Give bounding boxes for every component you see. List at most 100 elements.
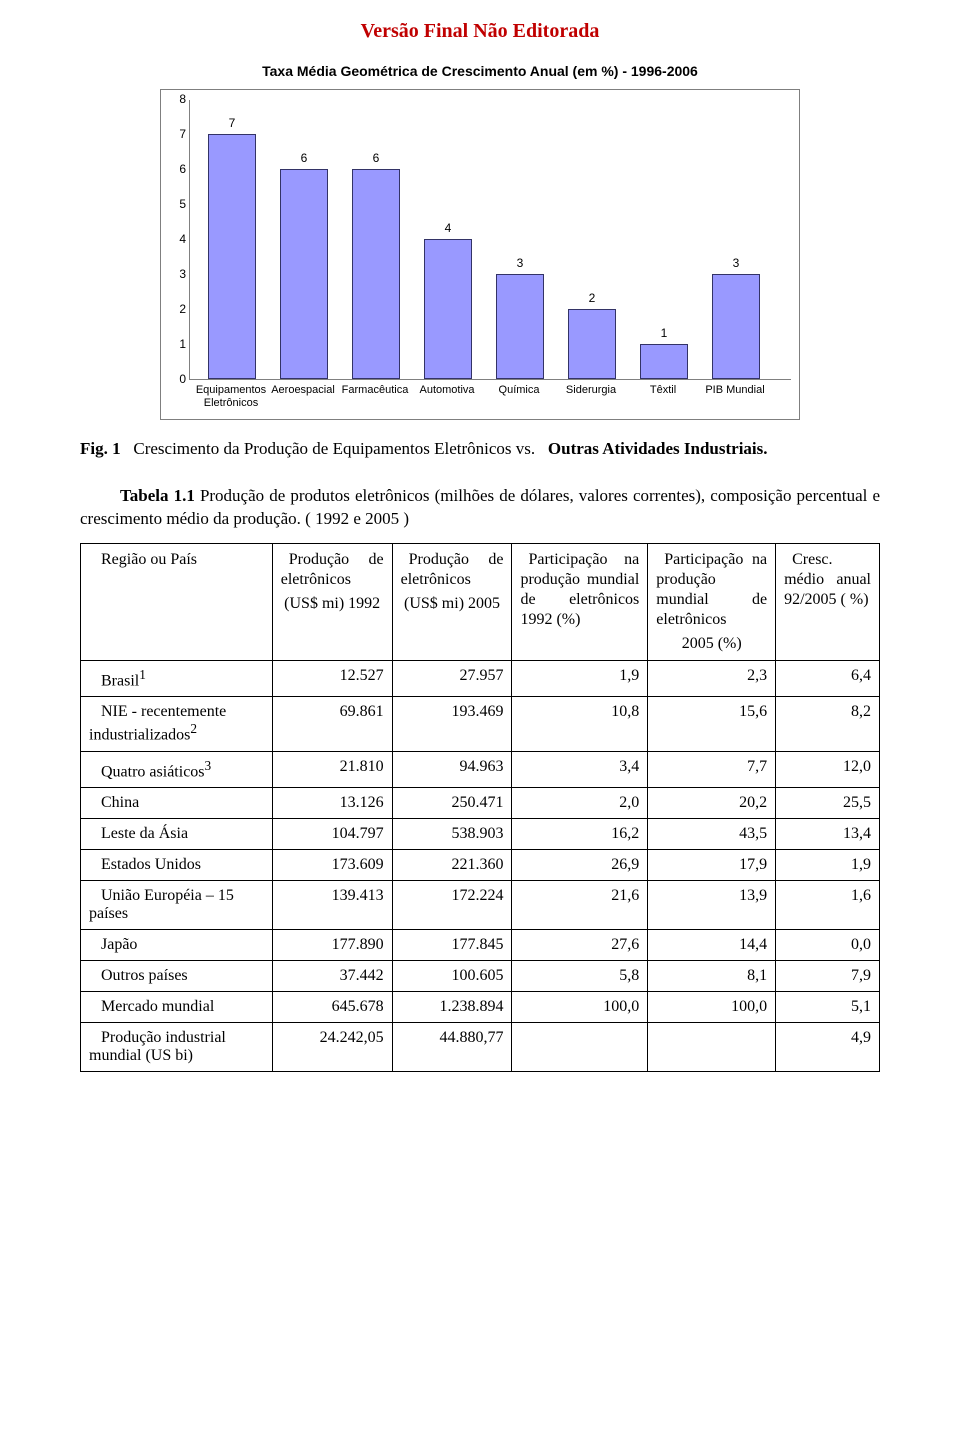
figure-caption-text: Fig. 1 Crescimento da Produção de Equipa…	[80, 439, 768, 458]
table-column-header: Cresc. médio anual 92/2005 ( %)	[776, 544, 880, 661]
chart-ytick: 2	[172, 302, 186, 316]
chart-x-axis: EquipamentosEletrônicosAeroespacialFarma…	[189, 384, 791, 409]
table-cell	[512, 1023, 648, 1072]
table-cell-region: Outros países	[81, 961, 273, 992]
chart-xtick-label: Aeroespacial	[267, 384, 339, 409]
table-cell: 27,6	[512, 930, 648, 961]
chart-bar-group: 4	[424, 221, 472, 379]
chart-bar	[568, 309, 616, 379]
table-body: Brasil112.52727.9571,92,36,4 NIE - recen…	[81, 661, 880, 1072]
table-cell: 104.797	[272, 819, 392, 850]
table-cell: 538.903	[392, 819, 512, 850]
table-column-header: Participação na produção mundial de elet…	[512, 544, 648, 661]
table-cell: 100,0	[648, 992, 776, 1023]
table-cell: 139.413	[272, 881, 392, 930]
chart-bar-group: 3	[712, 256, 760, 379]
table-cell: 15,6	[648, 697, 776, 751]
table-cell: 177.845	[392, 930, 512, 961]
figure-caption: Fig. 1 Crescimento da Produção de Equipa…	[80, 438, 880, 461]
page: Versão Final Não Editorada Taxa Média Ge…	[0, 0, 960, 1112]
chart-xtick-label: EquipamentosEletrônicos	[195, 384, 267, 409]
table-cell: 17,9	[648, 850, 776, 881]
table-cell: 12.527	[272, 661, 392, 697]
table-caption-text: Produção de produtos eletrônicos (milhõe…	[80, 486, 880, 528]
chart-bar-value-label: 2	[589, 291, 596, 305]
chart-ytick: 5	[172, 197, 186, 211]
table-row: Estados Unidos173.609221.36026,917,91,9	[81, 850, 880, 881]
chart-bar-value-label: 3	[517, 256, 524, 270]
data-table: Região ou País Produção de eletrônicos(US…	[80, 543, 880, 1072]
table-cell-region: Japão	[81, 930, 273, 961]
chart-bar-value-label: 1	[661, 326, 668, 340]
table-cell: 7,7	[648, 751, 776, 787]
table-cell: 1,9	[512, 661, 648, 697]
table-cell: 0,0	[776, 930, 880, 961]
table-cell: 21,6	[512, 881, 648, 930]
table-row: Quatro asiáticos321.81094.9633,47,712,0	[81, 751, 880, 787]
table-cell: 1,9	[776, 850, 880, 881]
table-row: Mercado mundial645.6781.238.894100,0100,…	[81, 992, 880, 1023]
table-cell: 14,4	[648, 930, 776, 961]
table-cell-region: União Européia – 15 países	[81, 881, 273, 930]
table-cell: 177.890	[272, 930, 392, 961]
table-cell	[648, 1023, 776, 1072]
table-cell: 221.360	[392, 850, 512, 881]
table-cell: 5,8	[512, 961, 648, 992]
chart-ytick: 8	[172, 92, 186, 106]
chart-bar-value-label: 3	[733, 256, 740, 270]
table-cell-region: NIE - recentemente industrializados2	[81, 697, 273, 751]
chart-ytick: 0	[172, 372, 186, 386]
chart-ytick: 7	[172, 127, 186, 141]
figure-text-b: Outras Atividades Industriais.	[548, 439, 768, 458]
chart-xtick-label: Farmacêutica	[339, 384, 411, 409]
chart-xtick-label: Química	[483, 384, 555, 409]
chart-xtick-label: Siderurgia	[555, 384, 627, 409]
table-cell: 44.880,77	[392, 1023, 512, 1072]
table-cell: 1,6	[776, 881, 880, 930]
figure-label: Fig. 1	[80, 439, 121, 458]
page-header: Versão Final Não Editorada	[80, 20, 880, 43]
table-cell: 5,1	[776, 992, 880, 1023]
table-cell: 94.963	[392, 751, 512, 787]
table-cell: 16,2	[512, 819, 648, 850]
table-cell: 12,0	[776, 751, 880, 787]
table-caption: Tabela 1.1 Produção de produtos eletrôni…	[80, 485, 880, 531]
chart-title: Taxa Média Geométrica de Crescimento Anu…	[80, 63, 880, 79]
chart-bar	[712, 274, 760, 379]
chart-plot: 01234567876643213	[189, 100, 791, 380]
chart-bar-value-label: 4	[445, 221, 452, 235]
chart-bar	[208, 134, 256, 379]
table-cell: 3,4	[512, 751, 648, 787]
table-cell: 20,2	[648, 788, 776, 819]
table-cell: 13,9	[648, 881, 776, 930]
chart-bar-value-label: 7	[229, 116, 236, 130]
table-cell: 172.224	[392, 881, 512, 930]
table-row: Produção industrial mundial (US bi)24.24…	[81, 1023, 880, 1072]
chart-bar-value-label: 6	[373, 151, 380, 165]
table-cell-region: Quatro asiáticos3	[81, 751, 273, 787]
chart-bar-group: 3	[496, 256, 544, 379]
table-caption-label: Tabela 1.1	[120, 486, 195, 505]
chart-bar-group: 2	[568, 291, 616, 379]
chart-ytick: 4	[172, 232, 186, 246]
table-row: China13.126250.4712,020,225,5	[81, 788, 880, 819]
table-cell: 173.609	[272, 850, 392, 881]
chart-ytick: 1	[172, 337, 186, 351]
table-column-header: Região ou País	[81, 544, 273, 661]
chart-bar	[352, 169, 400, 379]
table-row: União Européia – 15 países139.413172.224…	[81, 881, 880, 930]
chart-bar-group: 1	[640, 326, 688, 379]
chart-bar	[496, 274, 544, 379]
chart-bar-group: 6	[280, 151, 328, 379]
chart-bar-value-label: 6	[301, 151, 308, 165]
table-column-header: Produção de eletrônicos(US$ mi) 2005	[392, 544, 512, 661]
table-cell: 69.861	[272, 697, 392, 751]
chart-xtick-label: Automotiva	[411, 384, 483, 409]
table-row: NIE - recentemente industrializados269.8…	[81, 697, 880, 751]
table-cell-region: Produção industrial mundial (US bi)	[81, 1023, 273, 1072]
chart-xtick-label: Têxtil	[627, 384, 699, 409]
table-row: Leste da Ásia104.797538.90316,243,513,4	[81, 819, 880, 850]
table-head: Região ou País Produção de eletrônicos(US…	[81, 544, 880, 661]
table-row: Brasil112.52727.9571,92,36,4	[81, 661, 880, 697]
table-cell: 193.469	[392, 697, 512, 751]
